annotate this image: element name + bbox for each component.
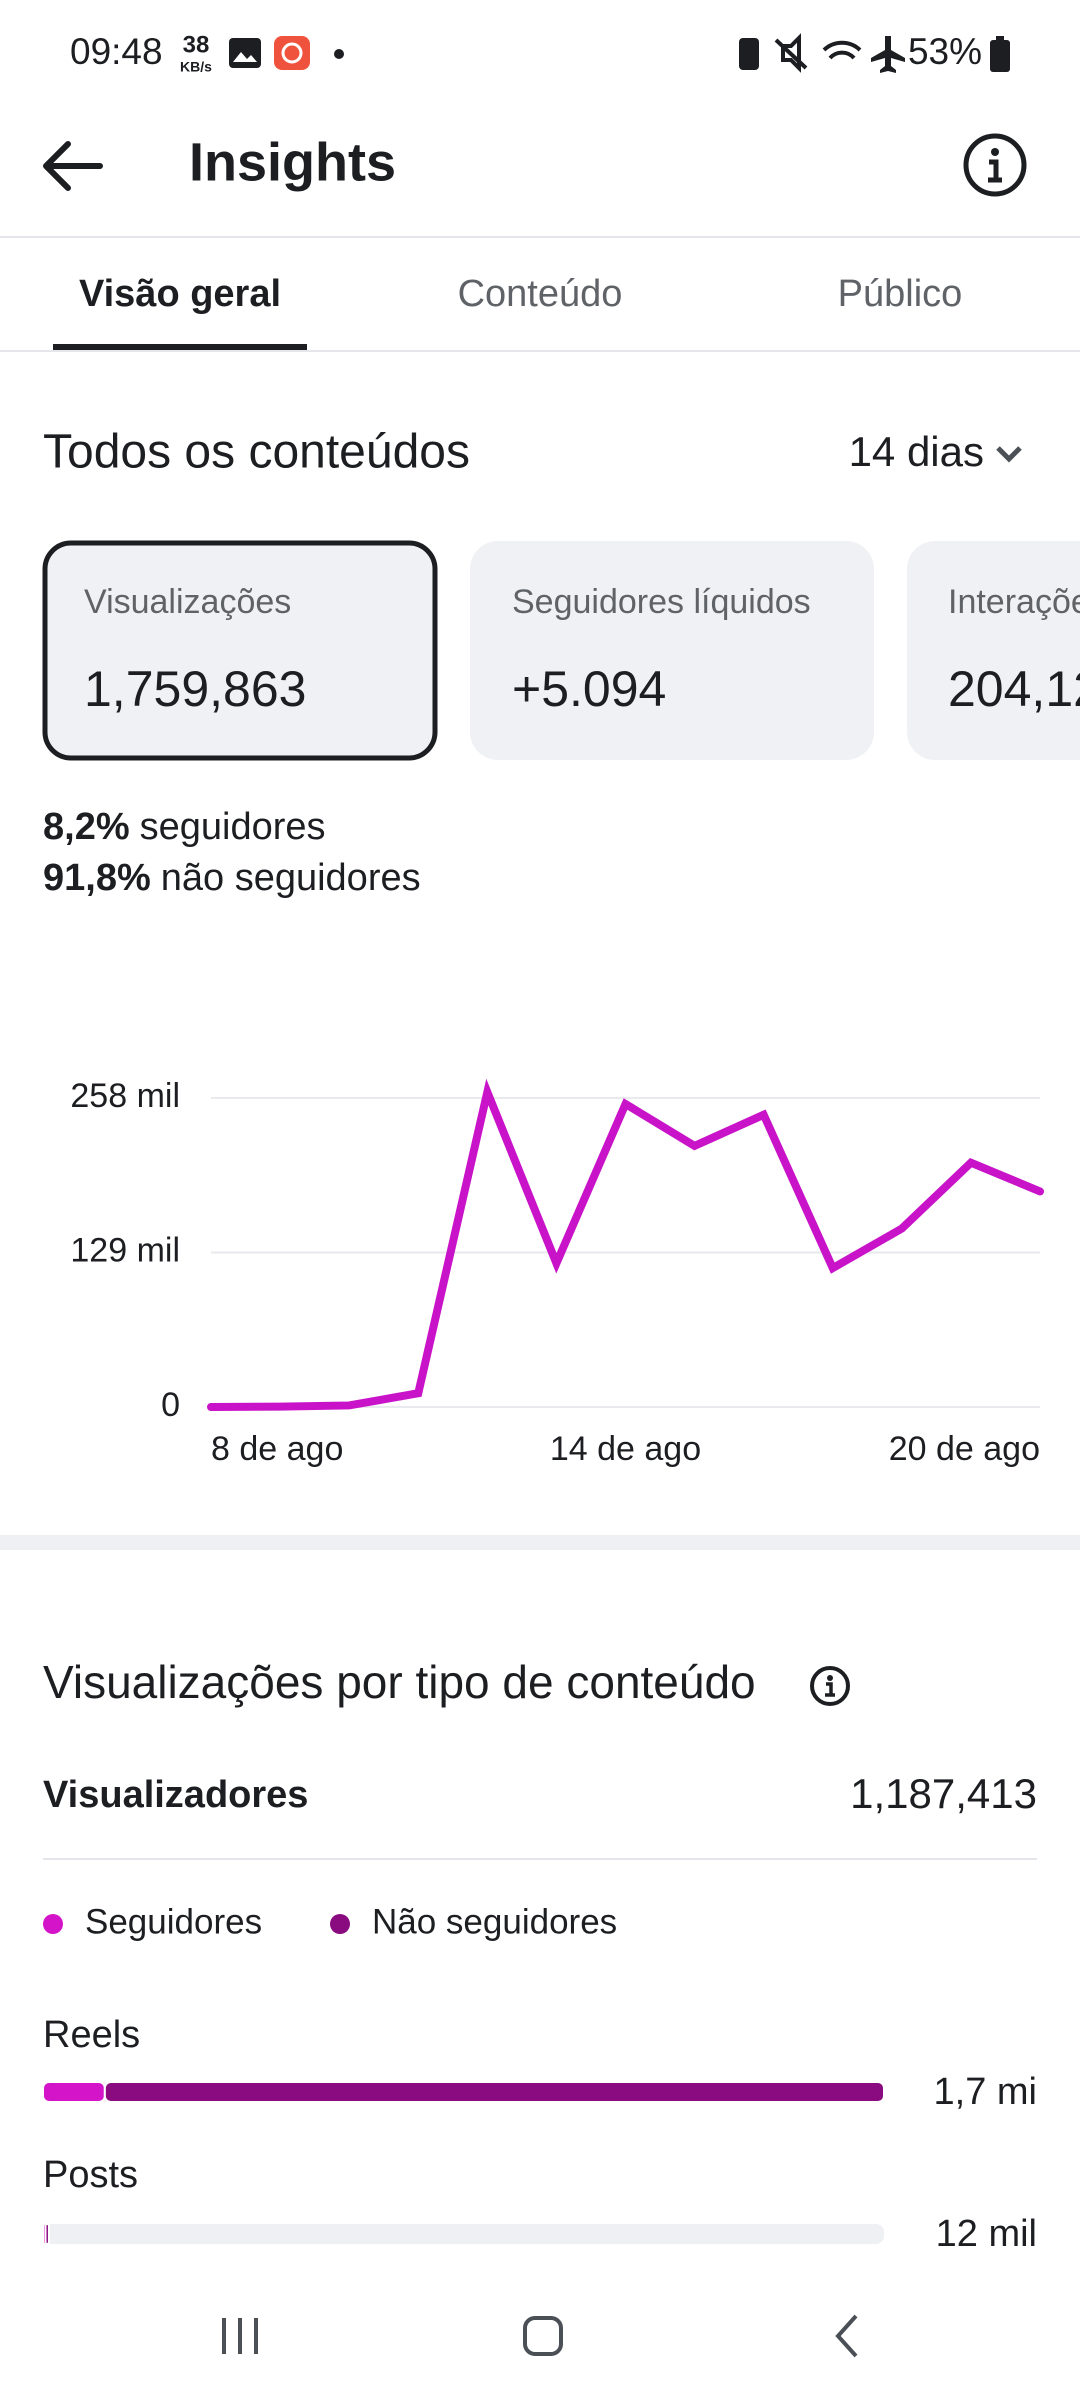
tab[interactable]: Público <box>838 273 963 315</box>
bar-total-label: 1,7 mi <box>934 2071 1037 2113</box>
card-label: Seguidores líquidos <box>512 583 811 621</box>
status-time: 09:48 <box>70 31 163 72</box>
audience-label: não seguidores <box>161 857 421 899</box>
audience-share: 8,2% <box>43 806 130 848</box>
metric-card[interactable]: Interações 204,12 <box>907 541 1080 760</box>
y-tick-label: 129 mil <box>70 1231 180 1269</box>
status-speed-unit: KB/s <box>180 59 212 75</box>
y-tick-label: 258 mil <box>70 1077 180 1115</box>
summary-value: 1,187,413 <box>850 1770 1037 1817</box>
card-value: 204,12 <box>948 661 1080 717</box>
bar-segment <box>42 2081 106 2103</box>
card-label: Visualizações <box>84 583 291 621</box>
x-tick-label: 14 de ago <box>550 1430 701 1468</box>
tab-indicator <box>53 344 307 350</box>
section-title: Visualizações por tipo de conteúdo <box>43 1656 756 1708</box>
nav-recents[interactable] <box>222 2318 258 2354</box>
info-button[interactable] <box>810 1666 850 1706</box>
page-title: Insights <box>189 132 396 192</box>
y-tick-label: 0 <box>161 1386 180 1424</box>
bar-segment <box>44 2223 50 2245</box>
audience-label: seguidores <box>140 806 326 848</box>
status-icons <box>229 33 1010 73</box>
summary-label: Visualizadores <box>43 1774 308 1816</box>
audience-line: 8,2% seguidores <box>43 806 326 848</box>
metric-card[interactable]: Seguidores líquidos +5.094 <box>470 541 874 760</box>
card-label: Interações <box>948 583 1080 621</box>
legend-dot <box>330 1914 350 1934</box>
status-speed: 38 <box>183 31 210 58</box>
line-series <box>207 1078 1044 1411</box>
info-button[interactable] <box>963 133 1027 197</box>
card-value: 1,759,863 <box>84 661 306 717</box>
section-divider <box>0 1535 1080 1550</box>
legend-label: Seguidores <box>85 1902 262 1941</box>
audience-share: 91,8% <box>43 857 151 899</box>
bar-segment <box>103 2081 885 2103</box>
bar-total-label: 12 mil <box>936 2213 1037 2255</box>
audience-line: 91,8% não seguidores <box>43 857 421 899</box>
status-battery: 53% <box>908 31 982 72</box>
section-title: Todos os conteúdos <box>43 426 470 479</box>
back-button[interactable] <box>43 141 103 191</box>
bar-category: Posts <box>43 2154 138 2196</box>
period-selector[interactable]: 14 dias <box>849 428 1022 475</box>
nav-back[interactable] <box>835 2314 858 2358</box>
tab-active[interactable]: Visão geral <box>79 273 281 315</box>
tab[interactable]: Conteúdo <box>458 273 623 315</box>
legend-dot <box>43 1914 63 1934</box>
bar-category: Reels <box>43 2014 140 2056</box>
period-label[interactable]: 14 dias <box>849 428 984 475</box>
x-tick-label: 20 de ago <box>889 1430 1040 1468</box>
legend-label: Não seguidores <box>372 1902 617 1941</box>
x-tick-label: 8 de ago <box>211 1430 343 1468</box>
line-chart: 0 129 mil 258 mil 8 de ago 14 de ago 20 de ag… <box>70 1077 1044 1468</box>
card-value: +5.094 <box>512 661 666 717</box>
metric-card[interactable]: Visualizações 1,759,863 <box>42 540 438 761</box>
bar-chart: Seguidores Não seguidores Reels 1,7 mi Posts… <box>42 1902 1037 2255</box>
bar-track <box>43 2224 884 2244</box>
nav-home[interactable] <box>523 2316 563 2356</box>
